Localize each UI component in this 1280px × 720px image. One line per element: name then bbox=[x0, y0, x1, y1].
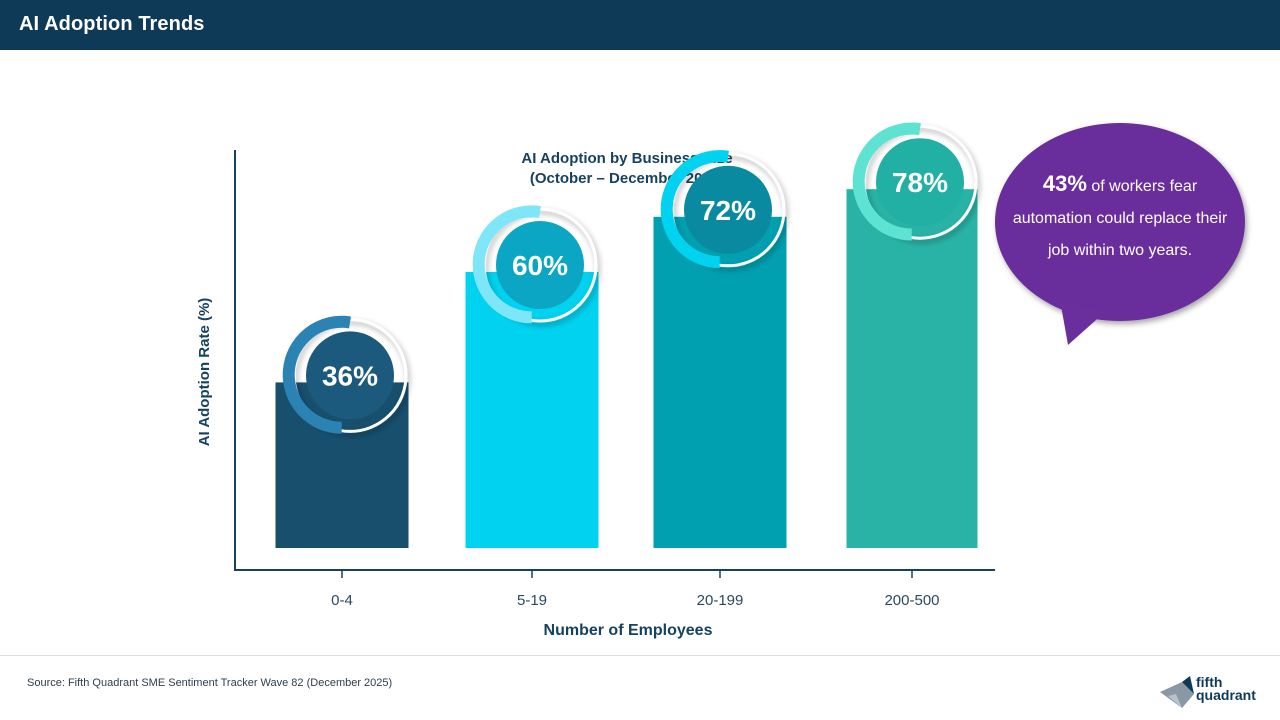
data-label: 36% bbox=[322, 360, 378, 391]
data-label: 78% bbox=[892, 167, 948, 198]
badge-ring-arc bbox=[282, 315, 351, 434]
header-bar: AI Adoption Trends bbox=[0, 0, 1280, 50]
callout-highlight: 43% bbox=[1042, 171, 1087, 196]
x-tick-label: 5-19 bbox=[517, 592, 547, 609]
fifth-quadrant-logo-icon bbox=[1160, 676, 1194, 708]
badge-inner bbox=[684, 165, 772, 254]
x-tick-label: 20-199 bbox=[697, 592, 744, 609]
bar-20-199 bbox=[653, 216, 787, 549]
chart-title-line1: AI Adoption by Business Size bbox=[521, 150, 733, 167]
logo-line2: quadrant bbox=[1196, 687, 1256, 703]
badge-ring-arc bbox=[852, 122, 921, 241]
footer-divider bbox=[0, 655, 1280, 656]
badge-inner bbox=[496, 221, 584, 309]
x-tick-label: 0-4 bbox=[331, 592, 353, 609]
value-badge: 72% bbox=[660, 150, 786, 269]
badge-inner bbox=[876, 138, 964, 227]
x-axis-label: Number of Employees bbox=[543, 622, 713, 639]
bar-200-500 bbox=[846, 189, 978, 548]
badge-ring-arc bbox=[472, 205, 541, 324]
badge-ring-arc bbox=[660, 150, 729, 269]
callout-body: of workers fear automation could replace… bbox=[1012, 178, 1228, 259]
data-label: 60% bbox=[512, 250, 568, 281]
badge-inner bbox=[306, 331, 394, 420]
bar-5-19 bbox=[465, 272, 599, 548]
callout-text: 43% of workers fear automation could rep… bbox=[1010, 168, 1230, 267]
logo-wordmark: fifth quadrant bbox=[1196, 674, 1256, 703]
data-label: 72% bbox=[700, 195, 756, 226]
value-badge: 36% bbox=[282, 315, 408, 434]
value-badge: 60% bbox=[472, 205, 598, 324]
page-title: AI Adoption Trends bbox=[19, 13, 205, 35]
callout-bubble bbox=[995, 123, 1245, 345]
source-note: Source: Fifth Quadrant SME Sentiment Tra… bbox=[27, 677, 393, 689]
x-tick-label: 200-500 bbox=[884, 592, 939, 609]
value-badge: 78% bbox=[852, 122, 978, 241]
logo-line1: fifth bbox=[1196, 674, 1223, 690]
chart-axes bbox=[234, 150, 995, 571]
